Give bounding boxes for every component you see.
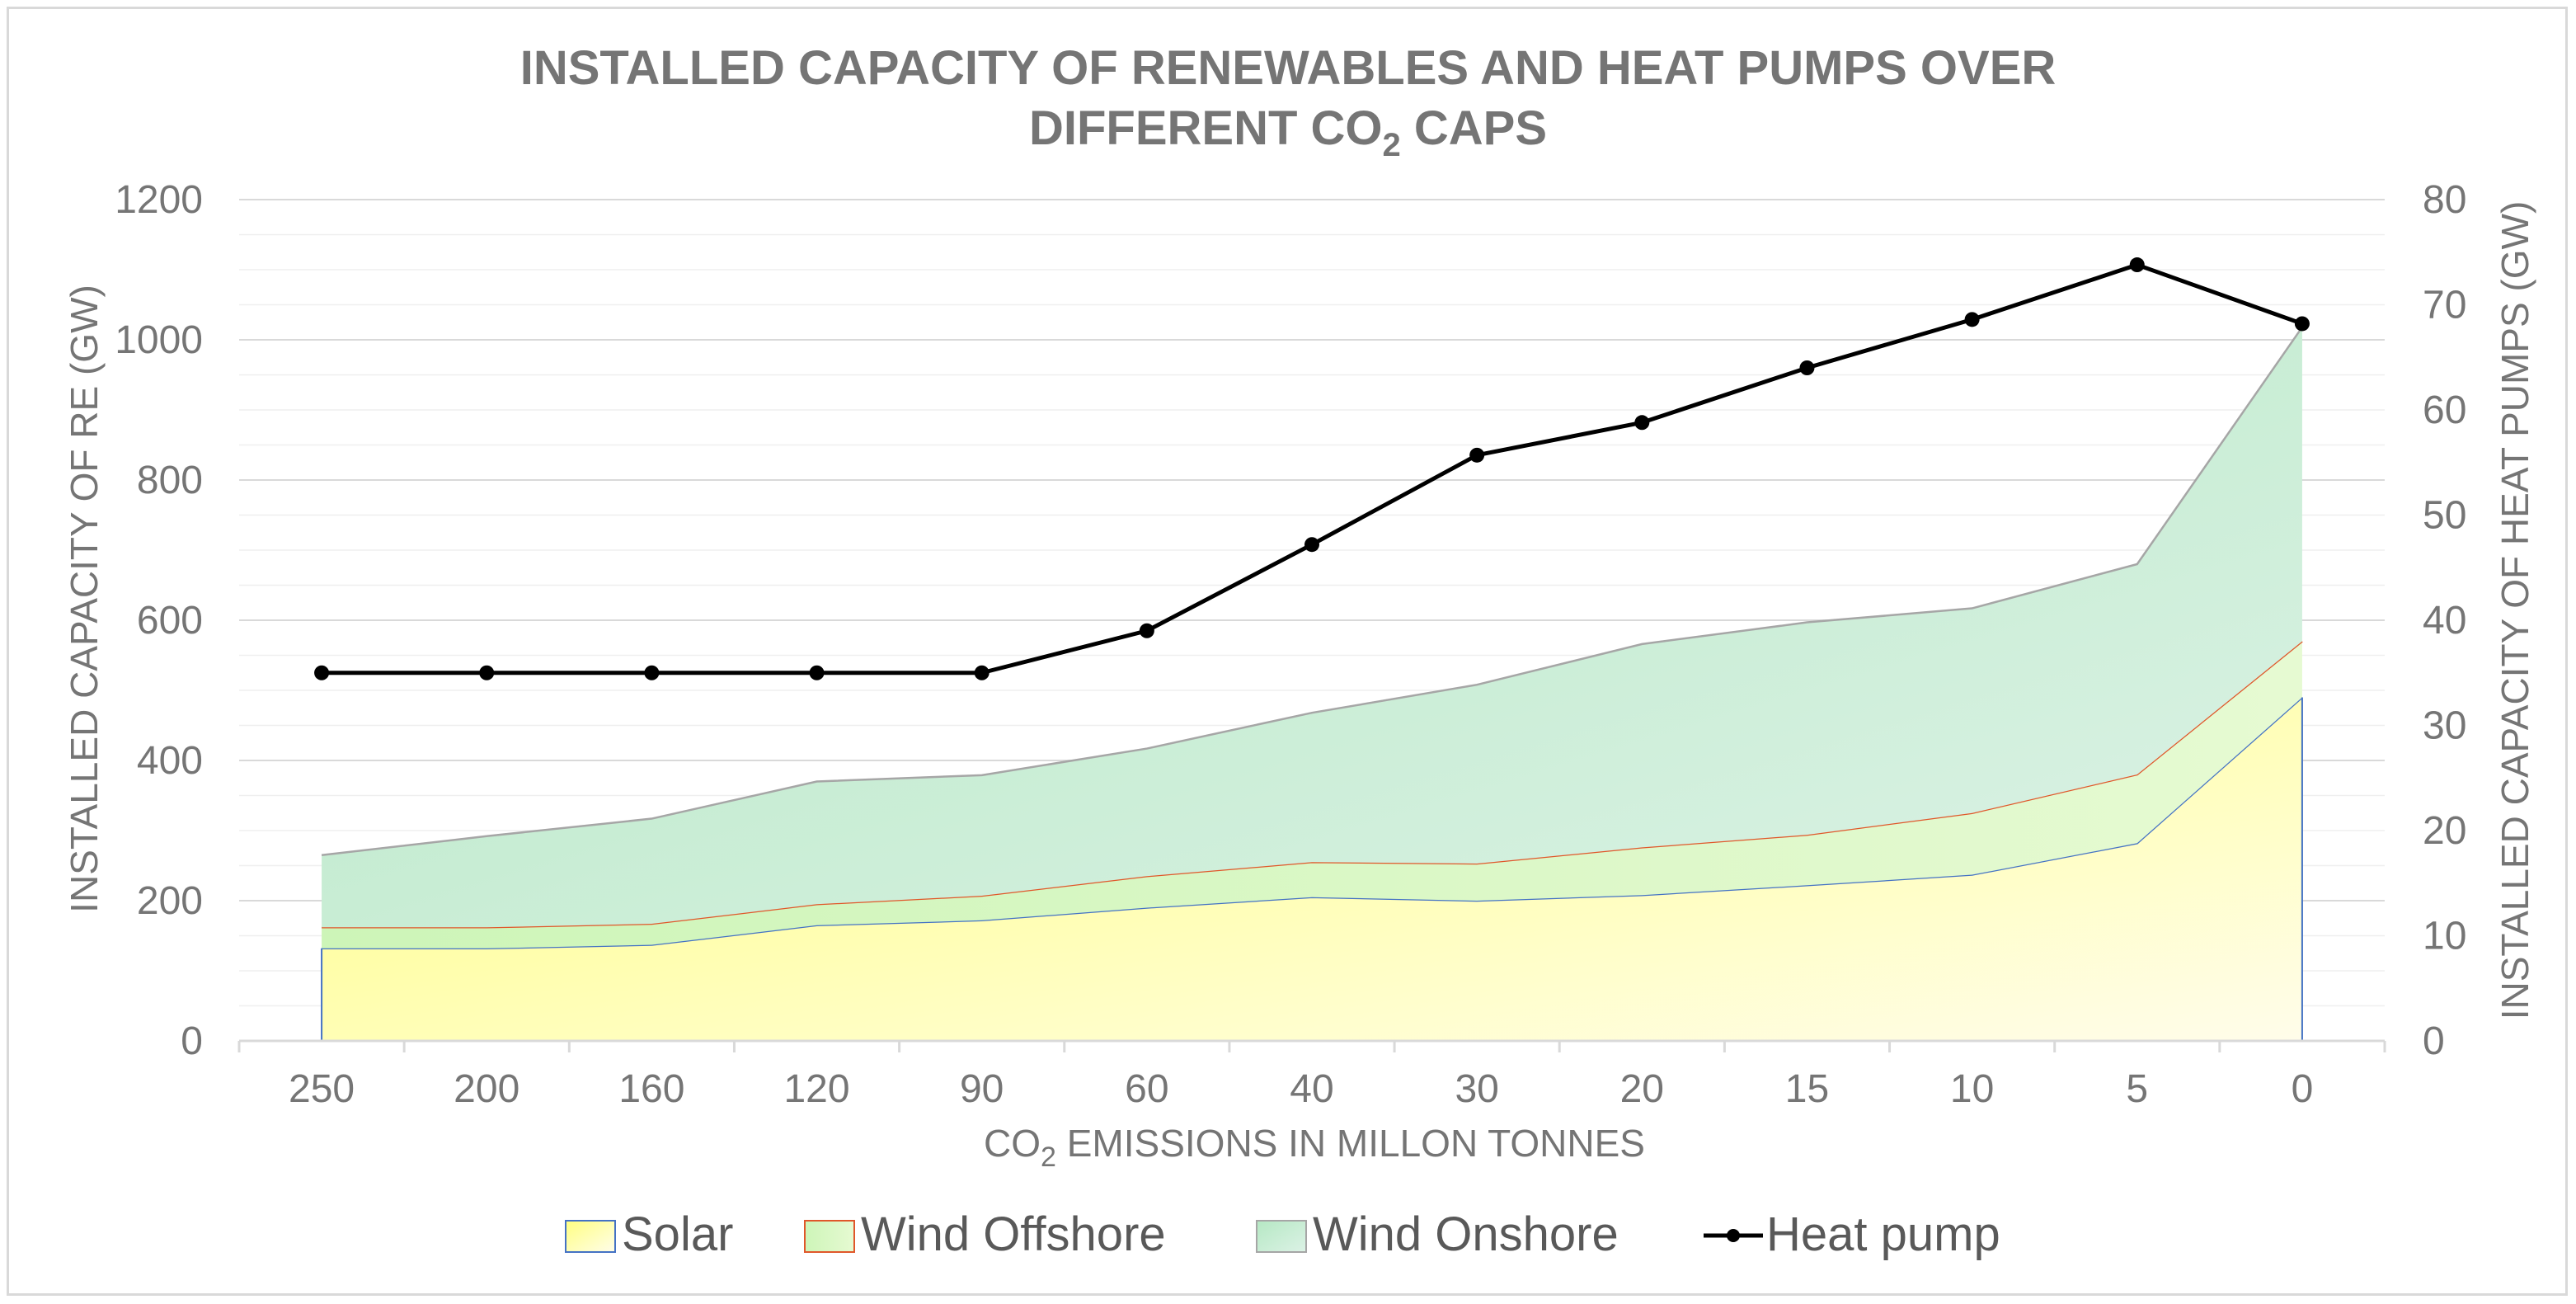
heat-pump-series <box>314 257 2310 680</box>
x-tick-label: 120 <box>783 1067 849 1111</box>
area-series <box>321 326 2303 1041</box>
area-wind-offshore <box>322 641 2302 949</box>
legend-label-solar: Solar <box>622 1207 733 1261</box>
x-axis <box>237 1039 2386 1052</box>
x-tick-label: 200 <box>454 1067 519 1111</box>
chart-title-line1: INSTALLED CAPACITY OF RENEWABLES AND HEA… <box>520 41 2057 95</box>
chart-title-line2: DIFFERENT CO2 CAPS <box>1029 101 1547 163</box>
x-tick-label: 250 <box>289 1067 355 1111</box>
x-tick-label: 0 <box>2292 1067 2314 1111</box>
legend-label-wind-onshore: Wind Onshore <box>1313 1207 1619 1261</box>
right-y-tick-label: 0 <box>2423 1019 2445 1063</box>
x-tick-label: 60 <box>1125 1067 1168 1111</box>
right-y-axis-title: INSTALLED CAPACITY OF HEAT PUMPS (GW) <box>2494 201 2536 1020</box>
legend-label-heat-pump: Heat pump <box>1766 1207 2000 1261</box>
left-y-tick-label: 800 <box>137 459 203 502</box>
x-tick-label: 40 <box>1290 1067 1333 1111</box>
left-y-tick-label: 200 <box>137 879 203 923</box>
heat-pump-point <box>644 665 660 680</box>
area-wind-onshore <box>322 327 2302 928</box>
left-y-axis: 0 200 400 600 800 1000 1200 <box>115 178 203 1063</box>
heat-pump-point <box>809 665 825 680</box>
heat-pump-point <box>1964 312 1980 327</box>
right-y-tick-label: 70 <box>2423 284 2466 327</box>
heat-pump-point <box>1304 537 1319 553</box>
chart-title-line2-sub: 2 <box>1383 127 1401 163</box>
left-y-tick-label: 1000 <box>115 318 203 362</box>
heat-pump-point <box>1139 623 1154 638</box>
chart-title-line2-pre: DIFFERENT CO <box>1029 101 1383 155</box>
heat-pump-point <box>2129 257 2145 273</box>
left-y-axis-title: INSTALLED CAPACITY OF RE (GW) <box>63 285 106 913</box>
x-tick-label: 15 <box>1785 1067 1829 1111</box>
x-tick-label: 160 <box>618 1067 684 1111</box>
x-axis-title: CO2 EMISSIONS IN MILLON TONNES <box>984 1122 1645 1173</box>
x-tick-label: 20 <box>1620 1067 1664 1111</box>
x-tick-label: 90 <box>960 1067 1004 1111</box>
x-tick-label: 30 <box>1455 1067 1498 1111</box>
chart-title-line2-post: CAPS <box>1401 101 1547 155</box>
legend: Solar Wind Offshore Wind Onshore Heat pu… <box>565 1207 2000 1261</box>
legend-marker-heat-pump <box>1727 1229 1740 1242</box>
right-y-tick-label: 20 <box>2423 809 2466 853</box>
area-wind-onshore-edge <box>321 326 2303 856</box>
x-tick-label: 5 <box>2126 1067 2148 1111</box>
right-y-axis: 0 10 20 30 40 50 60 70 80 <box>2423 178 2466 1063</box>
left-y-tick-label: 600 <box>137 599 203 643</box>
right-y-tick-label: 40 <box>2423 599 2466 643</box>
heat-pump-point <box>974 665 990 680</box>
heat-pump-point <box>314 665 330 680</box>
legend-swatch-wind-offshore <box>804 1220 855 1253</box>
heat-pump-point <box>479 665 495 680</box>
x-axis-title-post: EMISSIONS IN MILLON TONNES <box>1056 1122 1645 1165</box>
heat-pump-point <box>2294 316 2310 332</box>
right-y-tick-label: 50 <box>2423 494 2466 538</box>
left-y-tick-label: 1200 <box>115 178 203 222</box>
legend-label-wind-offshore: Wind Offshore <box>861 1207 1166 1261</box>
x-axis-labels: 250 200 160 120 90 60 40 30 20 15 10 5 0 <box>289 1067 2313 1111</box>
legend-swatch-solar <box>565 1220 616 1253</box>
heat-pump-point <box>1469 447 1485 463</box>
right-y-tick-label: 80 <box>2423 178 2466 222</box>
heat-pump-point <box>1799 360 1815 375</box>
right-y-tick-label: 30 <box>2423 704 2466 748</box>
right-y-tick-label: 10 <box>2423 915 2466 958</box>
right-y-tick-label: 60 <box>2423 388 2466 432</box>
x-axis-title-sub: 2 <box>1041 1142 1056 1173</box>
x-axis-title-pre: CO <box>984 1122 1041 1165</box>
left-y-tick-label: 0 <box>181 1019 203 1063</box>
area-solar <box>322 697 2302 1041</box>
legend-swatch-wind-onshore <box>1256 1220 1307 1253</box>
left-y-tick-label: 400 <box>137 739 203 783</box>
x-tick-label: 10 <box>1950 1067 1994 1111</box>
heat-pump-point <box>1634 415 1650 431</box>
